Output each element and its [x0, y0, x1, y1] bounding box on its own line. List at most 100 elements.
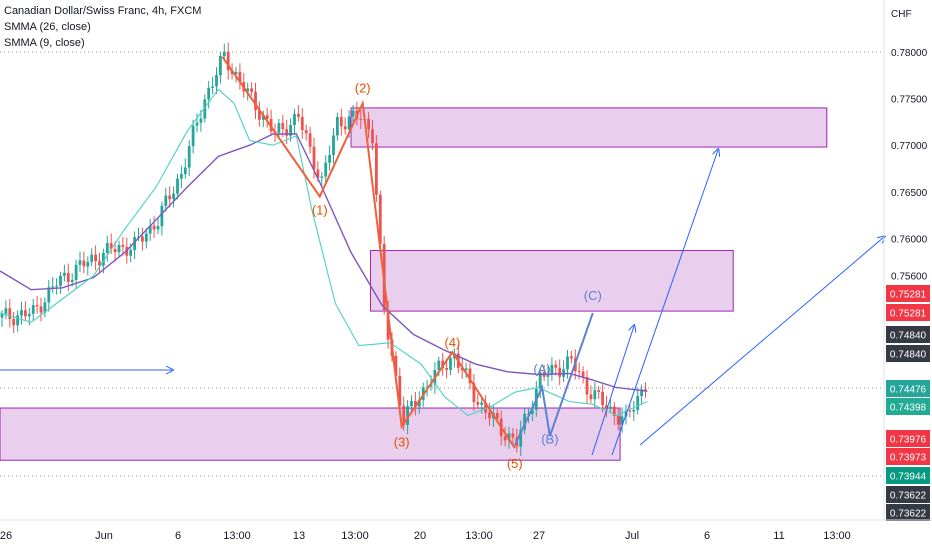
- candle-body: [620, 416, 624, 425]
- candle-body: [386, 309, 390, 340]
- candle-body: [605, 405, 608, 409]
- candle-body: [320, 176, 324, 178]
- y-tick-label: 0.76500: [891, 188, 928, 199]
- candle-body: [316, 169, 320, 178]
- candle-body: [472, 383, 476, 403]
- candle-body: [277, 123, 281, 133]
- zone-rect-2: [0, 407, 621, 461]
- indicator-smma-26[interactable]: SMMA (26, close): [4, 21, 91, 33]
- candle-body: [176, 178, 179, 194]
- candle-body: [468, 368, 472, 384]
- candle-body: [628, 410, 632, 412]
- candle-body: [371, 129, 374, 144]
- candle-body: [558, 367, 562, 377]
- candle-body: [297, 113, 300, 117]
- x-tick-label: 13:00: [223, 530, 251, 542]
- candle-body: [429, 384, 433, 387]
- candle-body: [191, 125, 195, 147]
- candle-body: [593, 390, 597, 400]
- abc-label-0: (A): [533, 362, 550, 377]
- candle-body: [332, 135, 335, 155]
- elliott-wave-line: [221, 56, 516, 449]
- candle-body: [254, 91, 257, 111]
- candle-body: [636, 396, 640, 410]
- candle-body: [347, 116, 351, 130]
- indicator-smma-9[interactable]: SMMA (9, close): [4, 37, 85, 49]
- candle-body: [20, 310, 23, 316]
- candle-body: [343, 126, 347, 130]
- x-axis-ticks: 26 Jun 6 13:00 13 13:00 20 13:00 27 Jul 6 11 13:00: [0, 530, 851, 542]
- candle-body: [12, 318, 16, 326]
- chart-legend: Canadian Dollar/Swiss Franc, 4h, FXCM SM…: [4, 3, 201, 51]
- candle-body: [4, 308, 8, 314]
- candle-body: [78, 260, 82, 265]
- candle-body: [105, 243, 109, 253]
- candle-body: [308, 133, 312, 147]
- candle-body: [410, 401, 413, 407]
- candle-body: [141, 236, 144, 242]
- candle-body: [16, 315, 19, 326]
- symbol-title[interactable]: Canadian Dollar/Swiss Franc, 4h, FXCM: [4, 5, 202, 17]
- candle-body: [425, 386, 429, 388]
- price-label-box: [886, 398, 930, 415]
- candle-body: [222, 51, 226, 57]
- candle-body: [82, 260, 86, 267]
- candle-body: [304, 130, 308, 134]
- y-tick-label: 0.78000: [891, 48, 928, 59]
- candle-body: [203, 99, 207, 119]
- candle-body: [125, 246, 129, 256]
- candle-body: [55, 285, 58, 287]
- x-tick-label: 26: [0, 530, 12, 542]
- candle-body: [144, 233, 148, 242]
- candle-body: [281, 123, 285, 130]
- x-tick-label: 13:00: [465, 530, 493, 542]
- x-tick-label: 20: [414, 530, 426, 542]
- candle-body: [0, 313, 4, 318]
- candle-body: [152, 225, 156, 230]
- candle-body: [324, 162, 328, 177]
- candle-body: [219, 56, 222, 76]
- abc-wave-line: [513, 312, 594, 446]
- candle-body: [312, 146, 316, 170]
- projection-arrow-2: [611, 150, 718, 456]
- candle-body: [98, 261, 101, 266]
- candle-body: [199, 118, 203, 123]
- candle-body: [31, 305, 35, 314]
- candle-body: [507, 433, 511, 441]
- candle-body: [250, 88, 253, 92]
- candle-body: [47, 287, 51, 303]
- candle-body: [644, 389, 647, 391]
- candle-body: [581, 371, 585, 378]
- candle-body: [640, 389, 643, 397]
- candle-body: [460, 367, 464, 371]
- candle-body: [74, 264, 78, 280]
- candle-body: [39, 306, 43, 313]
- candle-body: [160, 205, 164, 227]
- candle-body: [632, 409, 636, 412]
- candle-body: [417, 399, 421, 407]
- candle-body: [601, 391, 604, 406]
- candle-body: [597, 390, 601, 392]
- price-label-box: [886, 285, 930, 302]
- candle-body: [102, 252, 105, 266]
- smma-9-line: [0, 88, 648, 417]
- candle-body: [121, 245, 125, 247]
- candle-body: [367, 118, 370, 130]
- candle-body: [464, 368, 468, 371]
- candle-body: [609, 406, 612, 409]
- price-label-box: [886, 504, 930, 521]
- abc-label-2: (C): [584, 288, 602, 303]
- candle-body: [137, 236, 140, 238]
- candle-body: [113, 248, 117, 253]
- candle-body: [300, 116, 304, 131]
- price-label-box: [886, 430, 930, 447]
- price-label-text: 0.74476: [890, 385, 927, 396]
- wave-label-2: (3): [394, 435, 410, 450]
- candle-body: [156, 226, 160, 230]
- price-label-text: 0.73976: [890, 435, 927, 446]
- zone-rect-1: [370, 250, 734, 312]
- candle-body: [523, 413, 526, 430]
- candle-body: [585, 377, 589, 395]
